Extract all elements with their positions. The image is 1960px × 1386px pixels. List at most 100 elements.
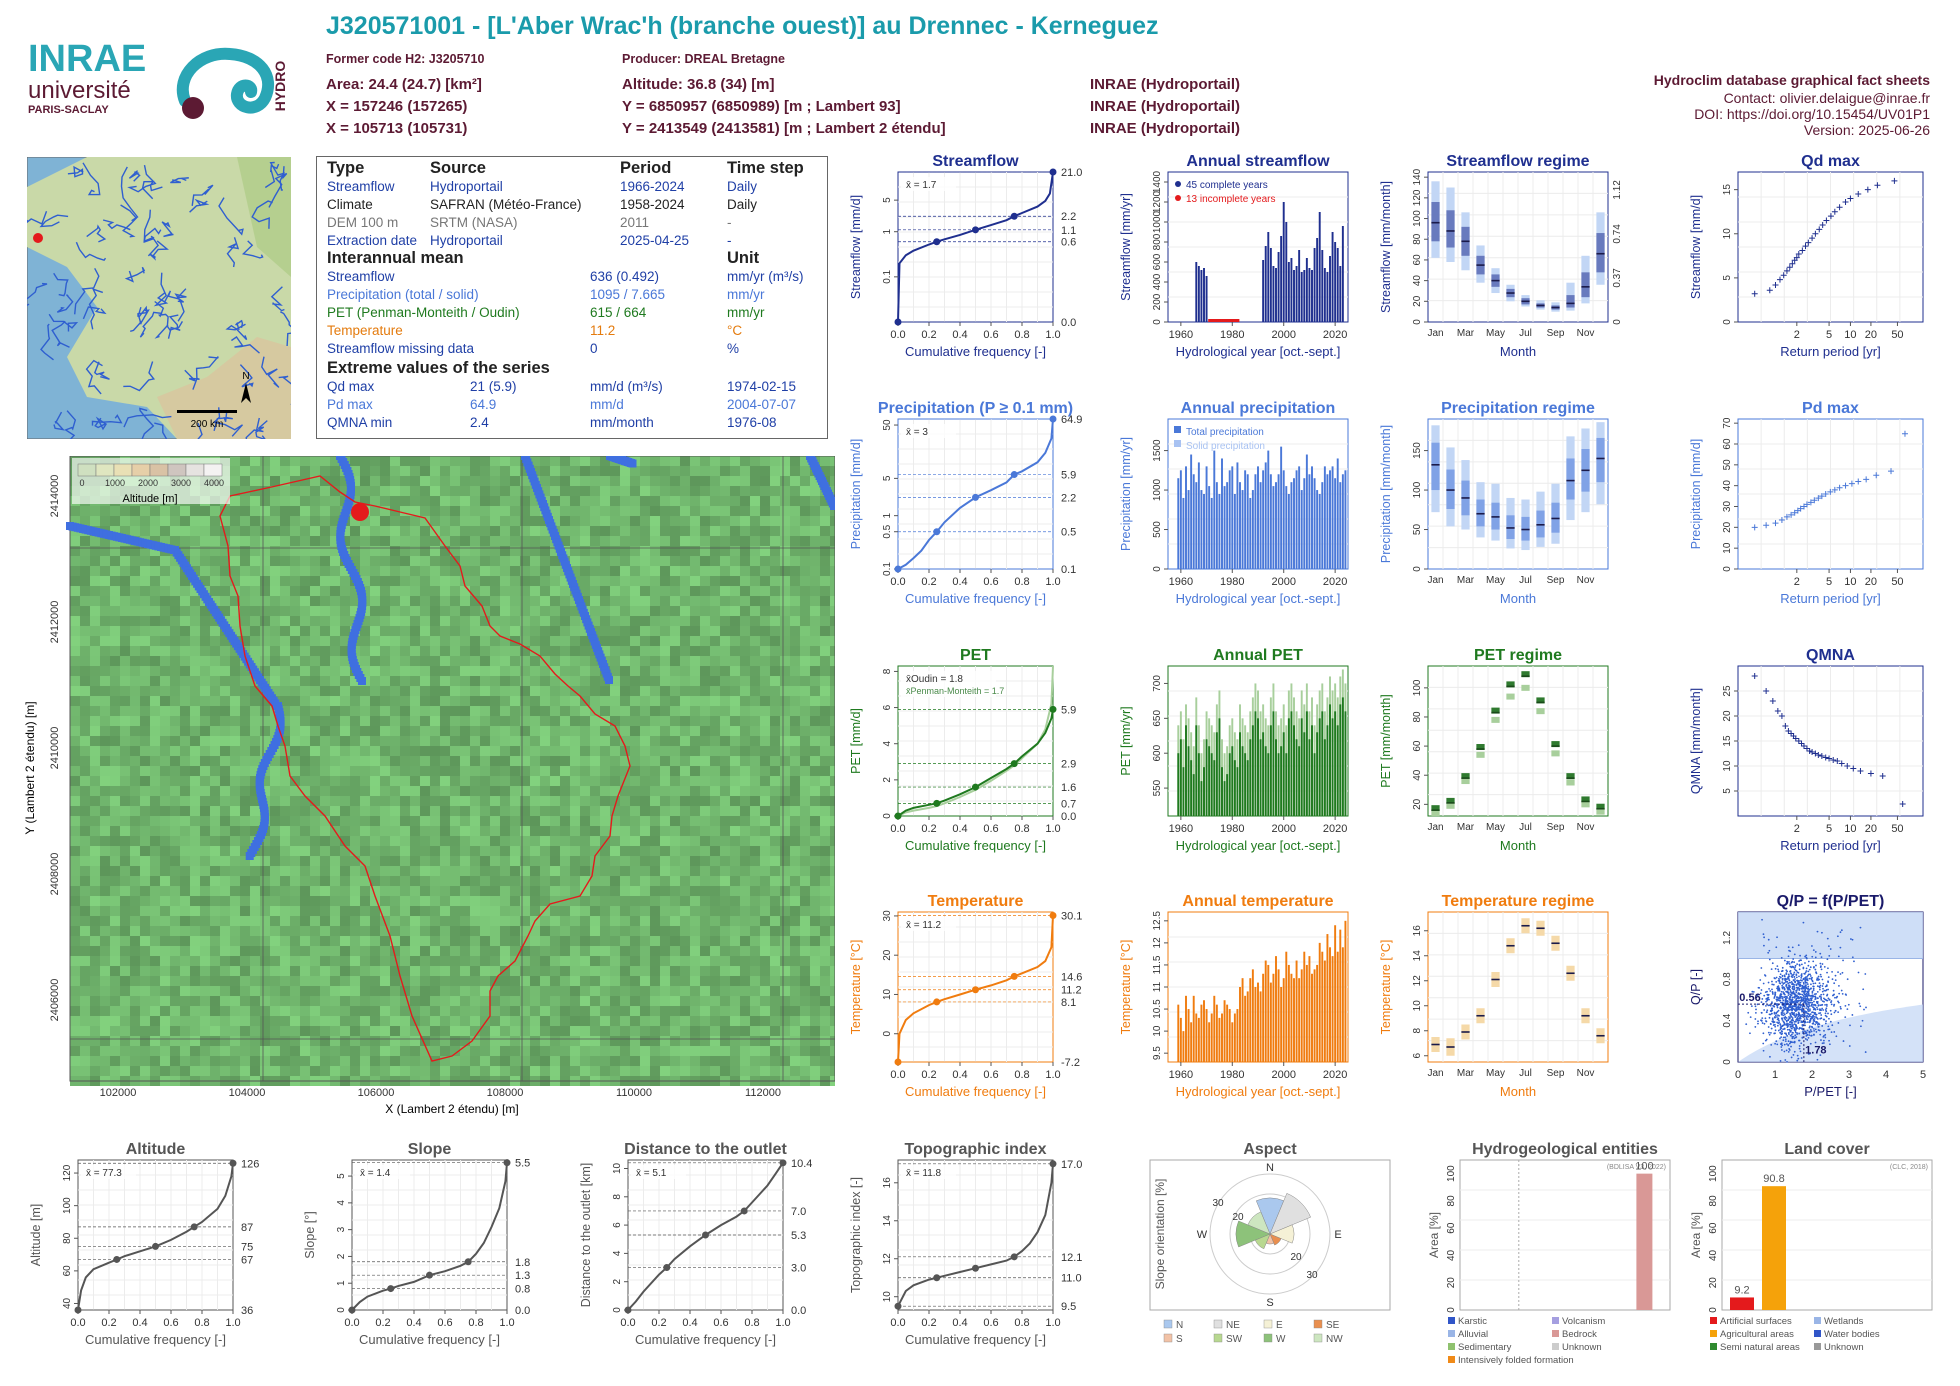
dem-cell: [210, 856, 220, 866]
dem-cell: [480, 986, 490, 996]
dem-cell: [220, 526, 230, 536]
dem-cell: [790, 966, 800, 976]
dem-cell: [530, 746, 540, 756]
dem-cell: [310, 456, 320, 466]
dem-cell: [270, 1056, 280, 1066]
dem-cell: [660, 726, 670, 736]
dem-cell: [370, 566, 380, 576]
dem-cell: [190, 636, 200, 646]
dem-cell: [260, 776, 270, 786]
dem-cell: [100, 906, 110, 916]
dem-cell: [720, 886, 730, 896]
dem-cell: [230, 916, 240, 926]
dem-cell: [630, 536, 640, 546]
dem-cell: [300, 986, 310, 996]
dem-cell: [830, 566, 835, 576]
dem-cell: [580, 706, 590, 716]
dem-cell: [260, 726, 270, 736]
dem-cell: [590, 666, 600, 676]
dem-cell: [490, 916, 500, 926]
dem-cell: [530, 696, 540, 706]
dem-cell: [390, 716, 400, 726]
dem-cell: [460, 826, 470, 836]
dem-cell: [590, 1046, 600, 1056]
dem-cell: [90, 606, 100, 616]
dem-cell: [540, 856, 550, 866]
dem-cell: [750, 886, 760, 896]
dem-cell: [470, 1006, 480, 1016]
dem-cell: [570, 876, 580, 886]
dem-cell: [530, 686, 540, 696]
dem-cell: [230, 926, 240, 936]
dem-cell: [340, 696, 350, 706]
dem-cell: [660, 876, 670, 886]
dem-cell: [620, 1026, 630, 1036]
dem-cell: [630, 926, 640, 936]
dem-cell: [820, 1006, 830, 1016]
dem-cell: [630, 946, 640, 956]
dem-cell: [280, 946, 290, 956]
dem-cell: [590, 516, 600, 526]
dem-cell: [620, 916, 630, 926]
dem-cell: [770, 946, 780, 956]
dem-cell: [70, 576, 80, 586]
dem-cell: [830, 646, 835, 656]
dem-cell: [750, 506, 760, 516]
dem-cell: [120, 576, 130, 586]
dem-cell: [770, 1026, 780, 1036]
dem-cell: [370, 556, 380, 566]
dem-cell: [650, 746, 660, 756]
dem-cell: [430, 816, 440, 826]
dem-cell: [250, 776, 260, 786]
dem-cell: [830, 656, 835, 666]
dem-cell: [790, 886, 800, 896]
dem-cell: [790, 936, 800, 946]
dem-cell: [250, 476, 260, 486]
dem-cell: [600, 866, 610, 876]
dem-cell: [450, 896, 460, 906]
dem-cell: [620, 966, 630, 976]
dem-cell: [250, 996, 260, 1006]
dem-cell: [80, 546, 90, 556]
dem-cell: [800, 966, 810, 976]
dem-cell: [500, 766, 510, 776]
dem-cell: [450, 746, 460, 756]
dem-cell: [520, 496, 530, 506]
dem-cell: [690, 896, 700, 906]
dem-cell: [190, 986, 200, 996]
dem-cell: [430, 846, 440, 856]
dem-cell: [120, 996, 130, 1006]
dem-cell: [460, 906, 470, 916]
dem-cell: [150, 846, 160, 856]
dem-cell: [230, 566, 240, 576]
dem-cell: [760, 926, 770, 936]
dem-cell: [570, 996, 580, 1006]
dem-cell: [130, 956, 140, 966]
dem-cell: [620, 546, 630, 556]
dem-cell: [820, 1036, 830, 1046]
dem-cell: [770, 596, 780, 606]
dem-cell: [190, 866, 200, 876]
factsheet-title: Hydroclim database graphical fact sheets: [1653, 72, 1930, 88]
dem-cell: [350, 776, 360, 786]
location-map: 200 km N: [27, 157, 291, 439]
dem-cell: [420, 786, 430, 796]
cell: 2004-07-07: [727, 397, 797, 412]
dem-cell: [300, 826, 310, 836]
dem-cell: [750, 556, 760, 566]
dem-cell: [310, 486, 320, 496]
dem-cell: [530, 986, 540, 996]
dem-cell: [570, 536, 580, 546]
dem-cell: [680, 576, 690, 586]
dem-cell: [650, 826, 660, 836]
dem-cell: [820, 676, 830, 686]
dem-cell: [670, 956, 680, 966]
dem-cell: [190, 586, 200, 596]
dem-cell: [530, 766, 540, 776]
dem-cell: [540, 746, 550, 756]
dem-cell: [200, 546, 210, 556]
dem-cell: [530, 456, 540, 466]
dem-cell: [820, 626, 830, 636]
dem-cell: [810, 806, 820, 816]
dem-cell: [170, 846, 180, 856]
